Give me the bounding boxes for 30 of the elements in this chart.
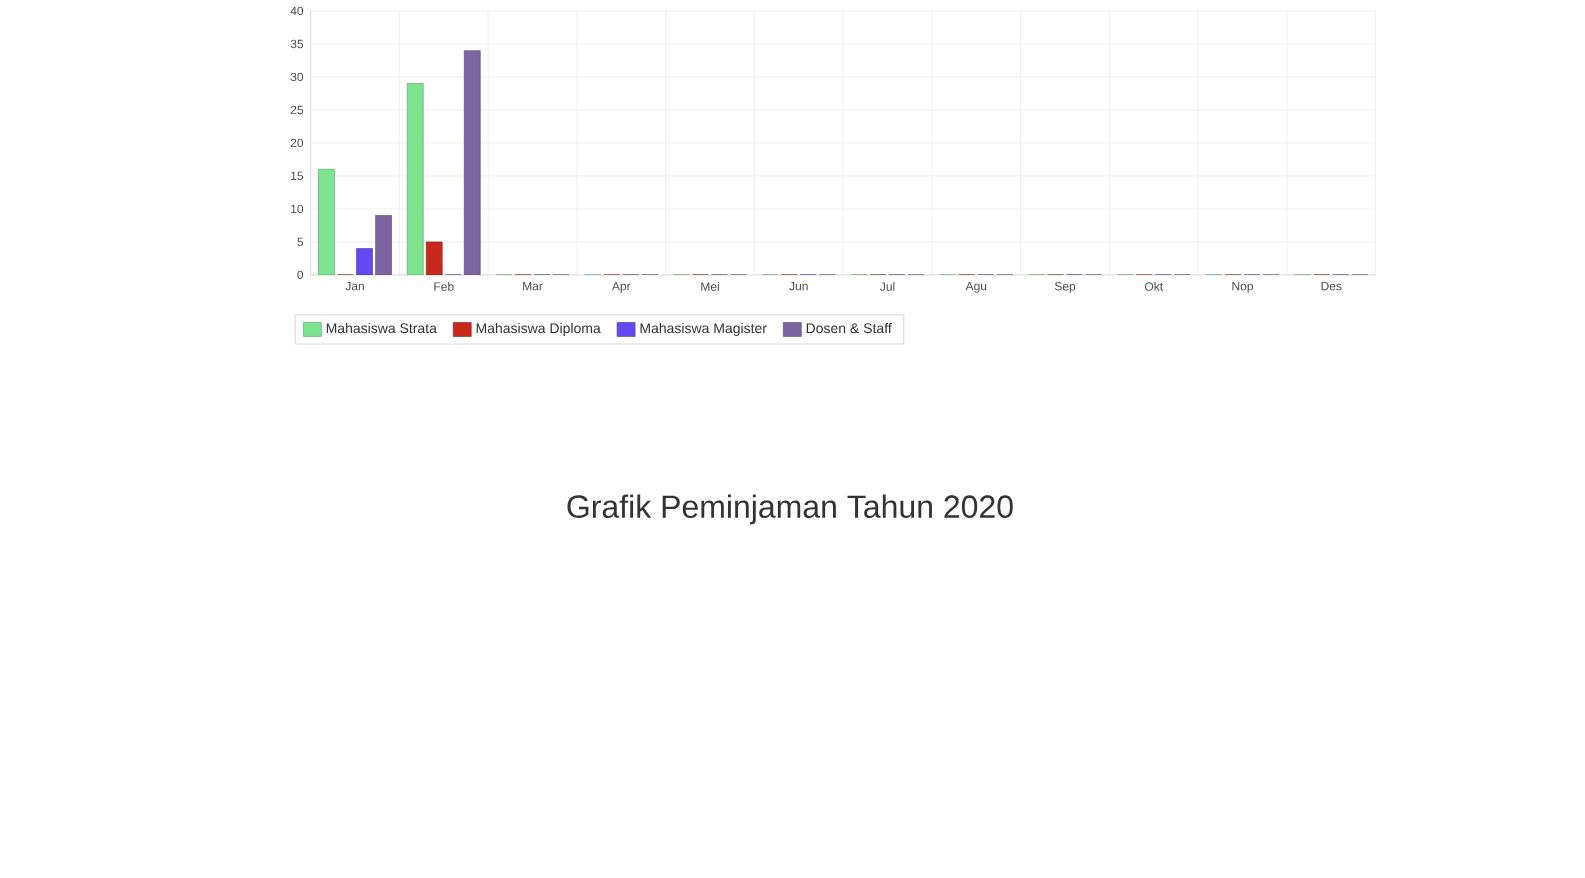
x-tick-label: Feb: [434, 281, 454, 291]
bar: [318, 168, 335, 275]
y-tick-label: 0: [297, 270, 304, 279]
x-tick-label: Agu: [965, 281, 987, 293]
y-tick-label: 35: [290, 39, 304, 48]
y-tick-label: 20: [290, 138, 304, 147]
bar: [375, 215, 392, 275]
x-tick-label: Mar: [523, 281, 543, 291]
x-tick-label: Okt: [1144, 281, 1164, 291]
bar: [463, 50, 481, 275]
y-tick-label: 30: [290, 72, 304, 81]
legend-label: Mahasiswa Strata: [326, 322, 437, 333]
legend-label: Dosen & Staff: [806, 322, 892, 333]
legend-label: Mahasiswa Diploma: [476, 322, 601, 336]
x-tick-label: Nop: [1232, 281, 1254, 293]
x-tick-label: Jun: [789, 281, 808, 291]
y-tick-label: 15: [291, 171, 304, 180]
y-tick-label: 25: [290, 105, 304, 114]
x-tick-label: Jul: [880, 281, 895, 291]
x-tick-label: Mei: [701, 281, 719, 291]
x-tick-label: Des: [1321, 281, 1342, 291]
y-tick-label: 5: [297, 237, 304, 246]
y-tick-label: 10: [291, 204, 304, 213]
legend-label: Mahasiswa Magister: [640, 322, 767, 336]
x-tick-label: Sep: [1054, 281, 1076, 293]
bar: [406, 83, 424, 275]
text: Grafik Peminjaman Tahun 2020: [567, 494, 1013, 525]
x-tick-label: Jan: [345, 281, 364, 291]
y-tick-label: 40: [290, 6, 304, 15]
x-tick-label: Apr: [611, 281, 631, 293]
